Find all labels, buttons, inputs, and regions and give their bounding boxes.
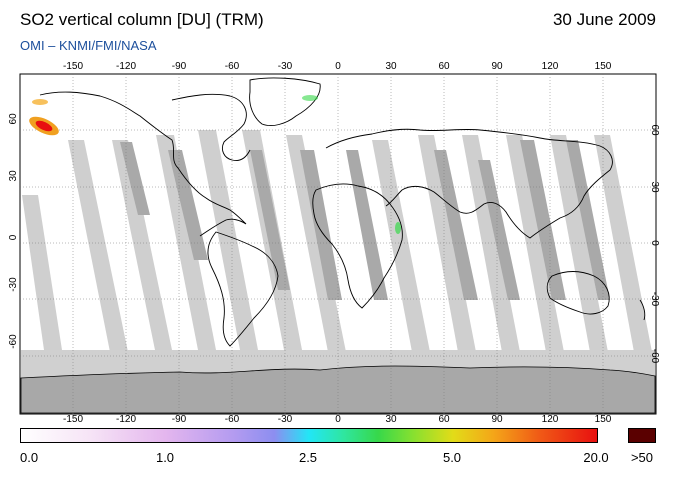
- longitude-tick-bottom-1: -120: [115, 414, 137, 425]
- latitude-tick-right-2: 0: [649, 240, 660, 246]
- colorbar-label-2: 2.5: [298, 450, 318, 465]
- map-date: 30 June 2009: [552, 10, 656, 29]
- longitude-tick-bottom-4: -30: [277, 414, 293, 425]
- latitude-tick-right-0: 60: [649, 124, 660, 136]
- colorbar: [20, 428, 598, 443]
- latitude-tick-left-0: 60: [8, 113, 19, 125]
- longitude-tick-bottom-10: 150: [594, 414, 612, 425]
- longitude-tick-bottom-0: -150: [62, 414, 84, 425]
- longitude-tick-bottom-3: -60: [224, 414, 240, 425]
- longitude-tick-top-2: -90: [171, 61, 187, 72]
- colorbar-label-3: 5.0: [442, 450, 462, 465]
- latitude-tick-left-3: -30: [8, 277, 19, 292]
- latitude-tick-left-1: 30: [8, 170, 19, 182]
- colorbar-label-0: 0.0: [20, 450, 39, 465]
- colorbar-label-4: 20.0: [583, 450, 609, 465]
- longitude-tick-top-5: 0: [335, 61, 341, 72]
- colorbar-overflow-label: >50: [630, 450, 654, 465]
- longitude-tick-top-0: -150: [62, 61, 84, 72]
- graticule: [20, 74, 656, 414]
- latitude-tick-right-1: 30: [649, 181, 660, 193]
- longitude-tick-bottom-8: 90: [491, 414, 503, 425]
- map-title: SO2 vertical column [DU] (TRM): [20, 10, 264, 29]
- longitude-tick-top-9: 120: [541, 61, 559, 72]
- latitude-tick-right-4: -60: [649, 348, 660, 364]
- latitude-tick-right-3: -30: [649, 291, 660, 307]
- colorbar-label-1: 1.0: [155, 450, 175, 465]
- longitude-tick-bottom-2: -90: [171, 414, 187, 425]
- longitude-tick-top-6: 30: [385, 61, 397, 72]
- longitude-tick-bottom-7: 60: [438, 414, 450, 425]
- longitude-tick-top-8: 90: [491, 61, 503, 72]
- longitude-tick-bottom-6: 30: [385, 414, 397, 425]
- longitude-tick-top-10: 150: [594, 61, 612, 72]
- colorbar-overflow-swatch: [628, 428, 656, 443]
- latitude-tick-left-2: 0: [8, 234, 19, 241]
- map-subtitle: OMI – KNMI/FMI/NASA: [20, 38, 157, 53]
- latitude-tick-left-4: -60: [8, 334, 19, 349]
- coastlines: [39, 77, 646, 347]
- so2-hotspot: [29, 95, 401, 234]
- longitude-tick-top-7: 60: [438, 61, 450, 72]
- longitude-tick-top-4: -30: [277, 61, 293, 72]
- longitude-tick-top-1: -120: [115, 61, 137, 72]
- longitude-tick-top-3: -60: [224, 61, 240, 72]
- longitude-tick-bottom-5: 0: [335, 414, 341, 425]
- longitude-tick-bottom-9: 120: [541, 414, 559, 425]
